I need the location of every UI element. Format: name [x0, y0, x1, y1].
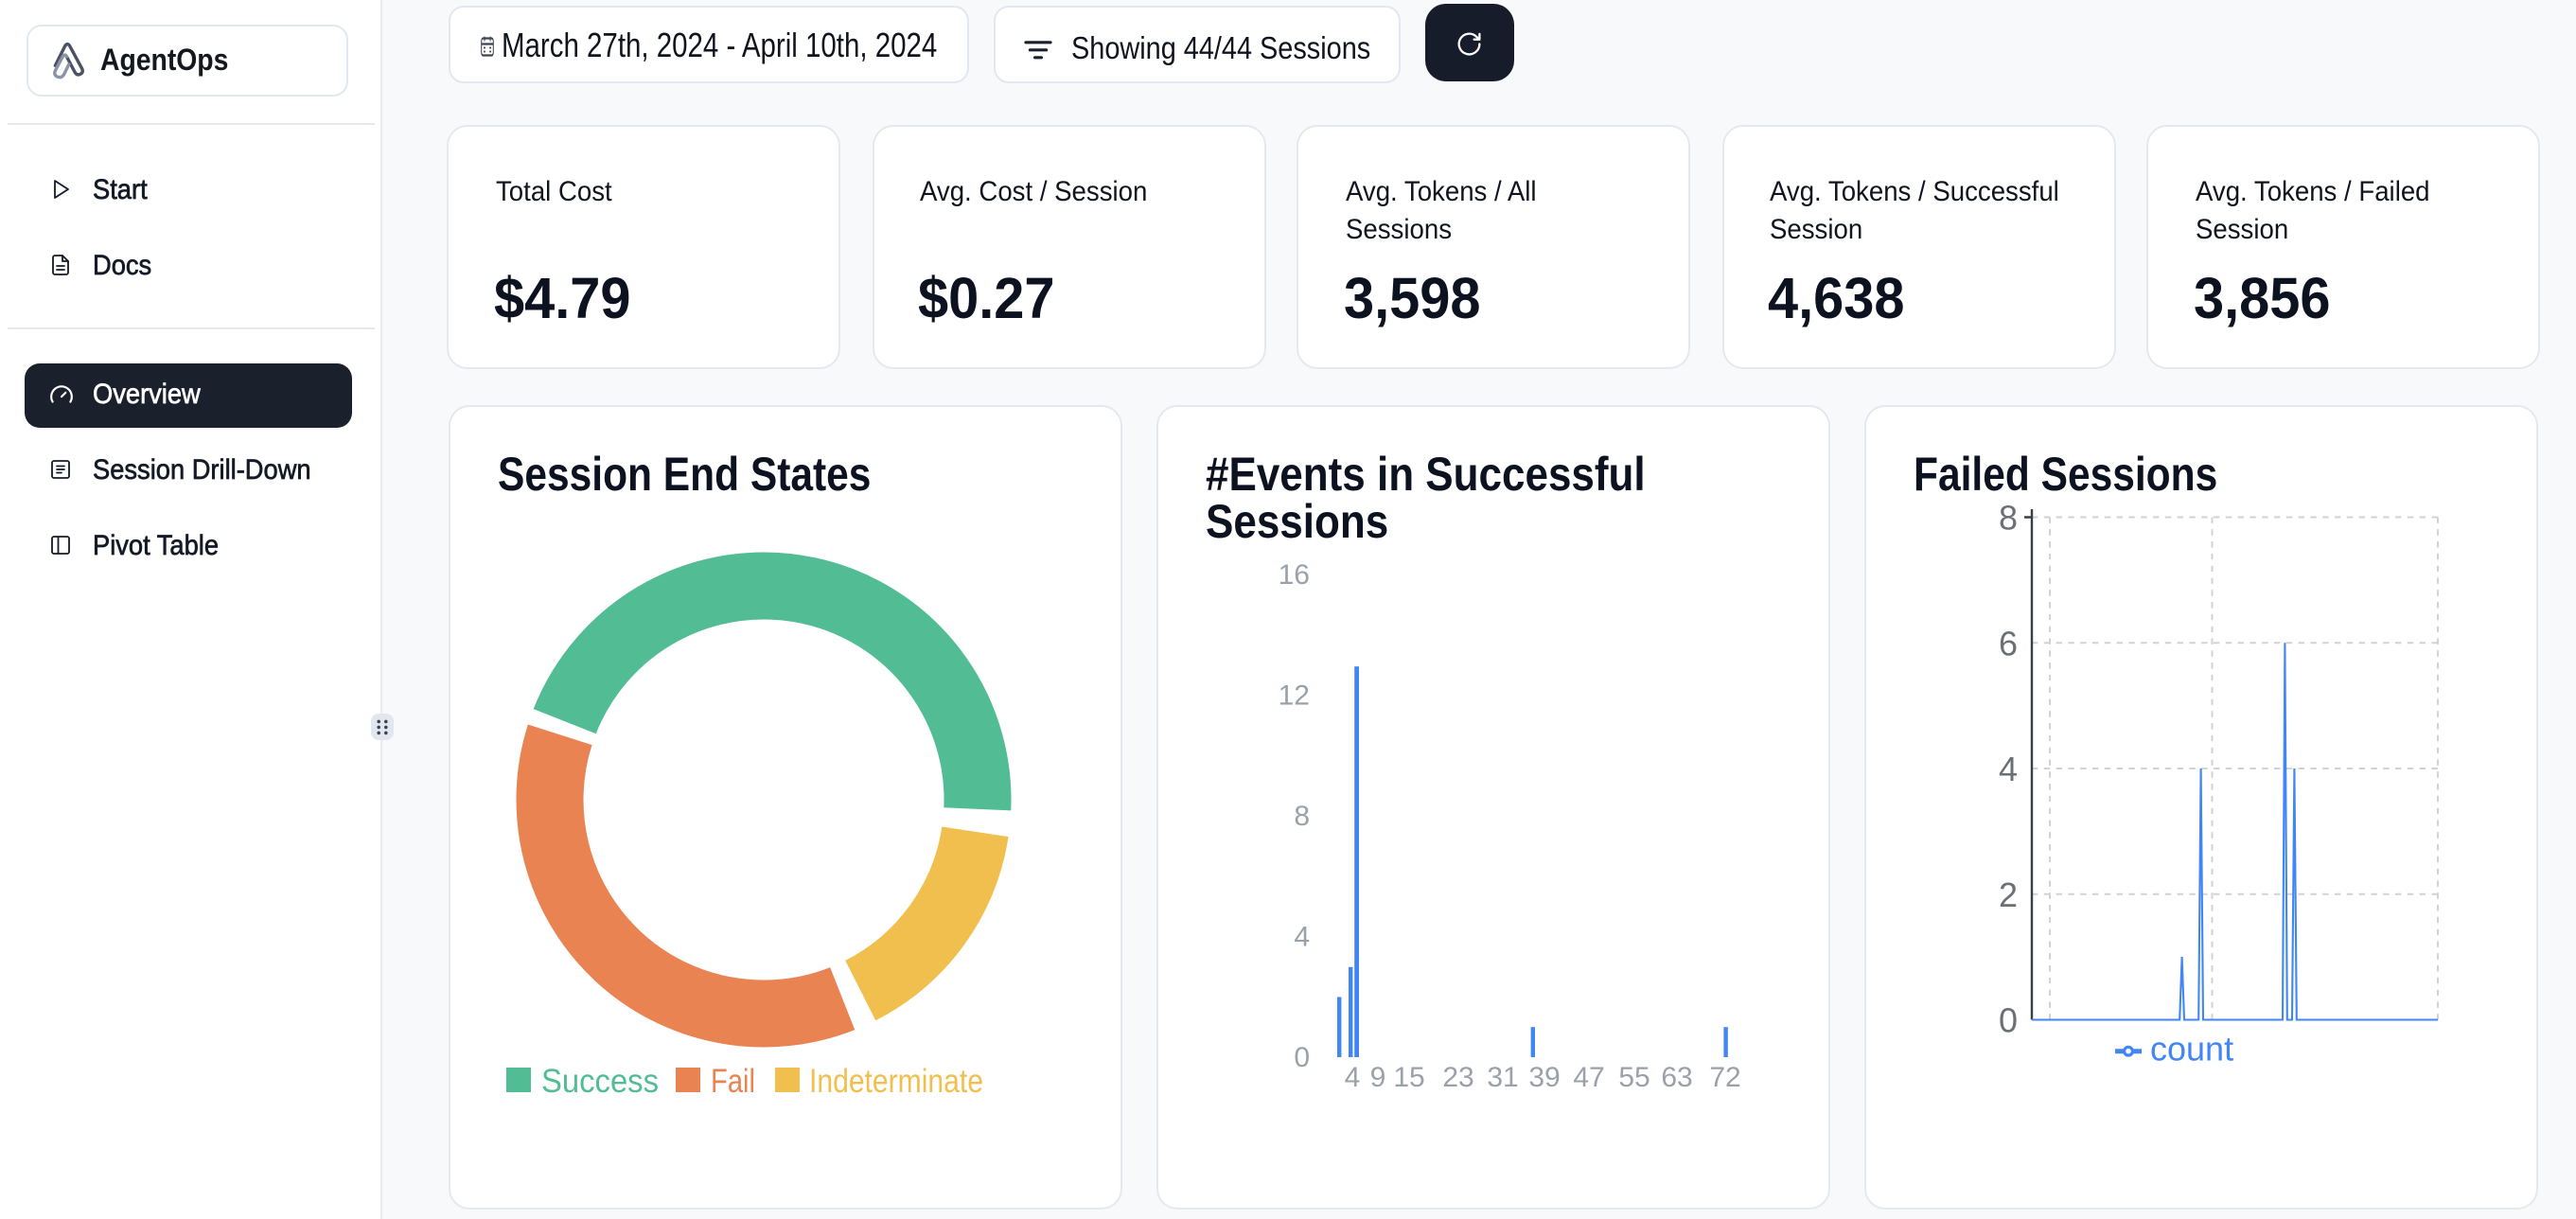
svg-text:Indeterminate: Indeterminate	[809, 1062, 983, 1099]
svg-text:Success: Success	[541, 1062, 659, 1099]
svg-text:12: 12	[1279, 680, 1310, 711]
svg-text:4: 4	[1294, 921, 1310, 952]
svg-text:16: 16	[1279, 558, 1310, 590]
svg-text:55: 55	[1618, 1061, 1650, 1092]
svg-text:63: 63	[1661, 1061, 1692, 1092]
svg-text:8: 8	[1294, 800, 1310, 831]
svg-text:39: 39	[1528, 1061, 1560, 1092]
svg-text:0: 0	[1294, 1041, 1310, 1072]
svg-text:0: 0	[1999, 1000, 2018, 1039]
svg-text:31: 31	[1487, 1061, 1518, 1092]
svg-text:23: 23	[1442, 1061, 1473, 1092]
svg-text:72: 72	[1709, 1061, 1740, 1092]
svg-text:8: 8	[1999, 498, 2018, 537]
svg-text:47: 47	[1573, 1061, 1604, 1092]
svg-text:15: 15	[1393, 1061, 1424, 1092]
svg-text:2: 2	[1999, 874, 2018, 913]
svg-text:4: 4	[1345, 1061, 1361, 1092]
svg-text:4: 4	[1999, 749, 2018, 787]
svg-text:Fail: Fail	[711, 1062, 755, 1099]
svg-text:6: 6	[1999, 623, 2018, 662]
svg-text:count: count	[2150, 1029, 2233, 1068]
svg-text:9: 9	[1370, 1061, 1386, 1092]
